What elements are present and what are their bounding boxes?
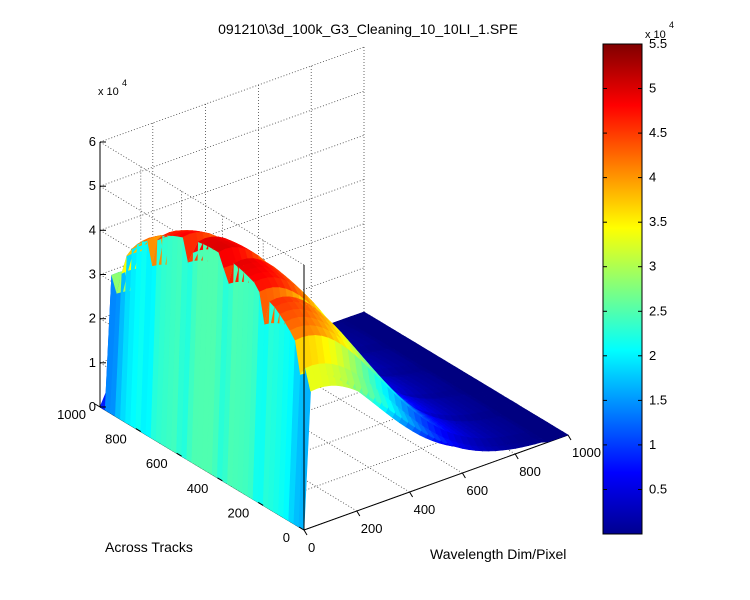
y-tick-label: 600 [146,456,168,471]
y-tick-label: 0 [283,530,290,545]
x-tick-label: 800 [519,464,541,479]
axes-box-front [303,265,305,530]
y-tick-label: 400 [187,481,209,496]
axis-ticks: 0123456020040060080010000200400600800100… [57,134,601,555]
y-tick-label: 200 [227,505,249,520]
z-tick-label: 1 [89,355,96,370]
colorbar-gradient [602,43,643,535]
z-axis-multiplier: x 10 4 [98,78,127,98]
x-tick-label: 0 [308,540,315,555]
colorbar-tick-label: 3.5 [649,214,667,229]
colorbar: 0.5 1 1.5 2 2.5 3 3.5 4 4.5 5 5.5 x 10 4 [602,20,674,535]
z-multiplier-label: x 10 [98,86,119,98]
y-tick-label: 1000 [57,407,86,422]
x-axis-label: Wavelength Dim/Pixel [430,546,566,562]
x-tick-label: 400 [414,502,436,517]
x-tick-label: 200 [361,521,383,536]
y-axis-label: Across Tracks [105,539,193,555]
surface-plot [99,230,569,531]
colorbar-tick-label: 2.5 [649,303,667,318]
colorbar-tick-label: 5.5 [649,36,667,51]
colorbar-tick-label: 5 [649,81,656,96]
colorbar-multiplier-exponent: 4 [669,20,674,30]
colorbar-tick-label: 3 [649,259,656,274]
z-tick-label: 6 [89,134,96,149]
colorbar-tick-label: 4.5 [649,125,667,140]
z-tick-label: 0 [89,399,96,414]
colorbar-tick-label: 1.5 [649,392,667,407]
colorbar-tick-label: 2 [649,348,656,363]
colorbar-tick-label: 1 [649,437,656,452]
z-multiplier-exponent: 4 [122,78,127,88]
colorbar-ticks: 0.5 1 1.5 2 2.5 3 3.5 4 4.5 5 5.5 [603,36,667,497]
y-tick-label: 800 [105,432,127,447]
colorbar-multiplier-label: x 10 [645,29,666,41]
z-tick-label: 3 [89,267,96,282]
chart-title: 091210\3d_100k_G3_Cleaning_10_10LI_1.SPE [218,21,518,37]
x-tick-label: 600 [466,483,488,498]
z-tick-label: 4 [89,222,96,237]
x-tick-label: 1000 [572,445,601,460]
z-tick-label: 2 [89,311,96,326]
surface-patch [555,431,569,438]
colorbar-tick-label: 0.5 [649,482,667,497]
z-tick-label: 5 [89,178,96,193]
colorbar-tick-label: 4 [649,170,656,185]
